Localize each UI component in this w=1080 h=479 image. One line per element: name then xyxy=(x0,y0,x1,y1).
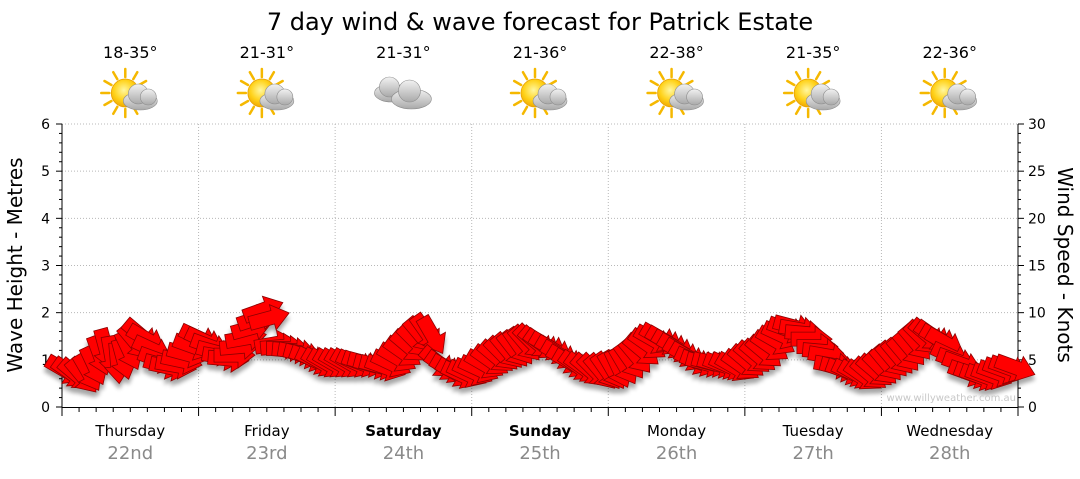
temperature-range-label: 18-35° xyxy=(103,43,158,62)
day-date-label: 26th xyxy=(656,443,697,464)
temperature-range-label: 21-31° xyxy=(376,43,431,62)
day-date-label: 27th xyxy=(792,443,833,464)
y-axis-label-right: Wind Speed - Knots xyxy=(1053,167,1077,363)
left-tick-label: 0 xyxy=(41,400,50,416)
day-date-label: 28th xyxy=(929,443,970,464)
sun-ray xyxy=(794,105,802,116)
temperature-range-label: 22-36° xyxy=(922,43,977,62)
sun-ray xyxy=(922,99,933,107)
cloud-part xyxy=(822,88,840,106)
right-tick-label: 15 xyxy=(1028,259,1046,275)
sun-ray xyxy=(541,70,549,81)
chart-title: 7 day wind & wave forecast for Patrick E… xyxy=(267,8,813,36)
day-date-label: 25th xyxy=(519,443,560,464)
left-tick-label: 3 xyxy=(41,259,50,275)
left-tick-label: 6 xyxy=(41,117,50,133)
sun-ray xyxy=(512,79,523,87)
sun-ray xyxy=(512,99,523,107)
wind-arrow xyxy=(993,353,1036,382)
day-name-label: Friday xyxy=(244,422,290,440)
sun-ray xyxy=(658,105,665,116)
right-tick-label: 0 xyxy=(1028,400,1037,416)
right-tick-label: 20 xyxy=(1028,211,1046,227)
sun-ray xyxy=(794,70,802,81)
partly-sunny-icon xyxy=(100,67,158,119)
sun-ray xyxy=(248,70,256,81)
wind-arrow xyxy=(247,304,290,331)
sun-ray xyxy=(649,79,659,87)
partly-sunny-icon xyxy=(509,67,568,119)
cloudy-icon xyxy=(374,76,432,110)
grid xyxy=(62,123,1018,407)
temperature-range-label: 21-36° xyxy=(513,43,568,62)
sun-ray xyxy=(814,70,822,81)
cloud-part xyxy=(139,88,157,106)
day-name-label: Sunday xyxy=(509,422,572,440)
weather-icons-row xyxy=(100,67,978,119)
left-tick-label: 1 xyxy=(41,353,50,369)
sun-ray xyxy=(951,70,958,81)
watermark: www.willyweather.com.au xyxy=(887,393,1016,404)
sun-ray xyxy=(658,70,665,81)
day-name-label: Wednesday xyxy=(906,422,993,440)
partly-sunny-icon xyxy=(782,67,841,119)
left-tick-label: 2 xyxy=(41,306,50,322)
cloud-part xyxy=(959,88,977,106)
sun-ray xyxy=(112,70,119,81)
right-tick-label: 5 xyxy=(1028,353,1037,369)
right-tick-label: 30 xyxy=(1028,117,1046,133)
sun-ray xyxy=(931,105,938,116)
right-tick-label: 25 xyxy=(1028,164,1046,180)
sun-ray xyxy=(678,70,685,81)
sun-ray xyxy=(248,105,256,116)
sun-ray xyxy=(922,79,933,87)
sun-ray xyxy=(239,79,250,87)
sun-ray xyxy=(268,70,276,81)
day-labels: Thursday 22nd Friday 23rd Saturday 24th Sunday… xyxy=(94,422,993,464)
partly-sunny-icon xyxy=(646,67,704,119)
sun-ray xyxy=(786,99,796,107)
sun-ray xyxy=(786,79,796,87)
temperature-range-label: 21-35° xyxy=(786,43,841,62)
wind-arrows xyxy=(43,295,1036,393)
left-tick-label: 4 xyxy=(41,211,50,227)
right-tick-label: 10 xyxy=(1028,306,1046,322)
cloud-part xyxy=(686,88,703,106)
sun-ray xyxy=(931,70,938,81)
partly-sunny-icon xyxy=(236,67,295,119)
temperature-row: 18-35° 21-31° 21-31° 21-36° 22-38° 21-35° 22-3… xyxy=(103,43,977,62)
sun-ray xyxy=(112,105,119,116)
sun-ray xyxy=(132,70,139,81)
day-date-label: 22nd xyxy=(107,443,153,464)
y-axis-label-left: Wave Height - Metres xyxy=(3,157,27,372)
temperature-range-label: 22-38° xyxy=(649,43,704,62)
day-name-label: Tuesday xyxy=(782,422,844,440)
day-name-label: Saturday xyxy=(365,422,442,440)
day-date-label: 23rd xyxy=(246,443,287,464)
sun-ray xyxy=(521,70,529,81)
cloud-part xyxy=(398,79,421,103)
sun-ray xyxy=(103,79,113,87)
day-name-label: Thursday xyxy=(94,422,165,440)
day-date-label: 24th xyxy=(383,443,424,464)
temperature-range-label: 21-31° xyxy=(240,43,295,62)
sun-ray xyxy=(239,99,250,107)
left-tick-label: 5 xyxy=(41,164,50,180)
cloud-part xyxy=(549,88,567,106)
day-name-label: Monday xyxy=(647,422,706,440)
sun-ray xyxy=(103,99,113,107)
cloud-part xyxy=(276,88,294,106)
sun-ray xyxy=(521,105,529,116)
partly-sunny-icon xyxy=(919,67,978,119)
sun-ray xyxy=(649,99,659,107)
